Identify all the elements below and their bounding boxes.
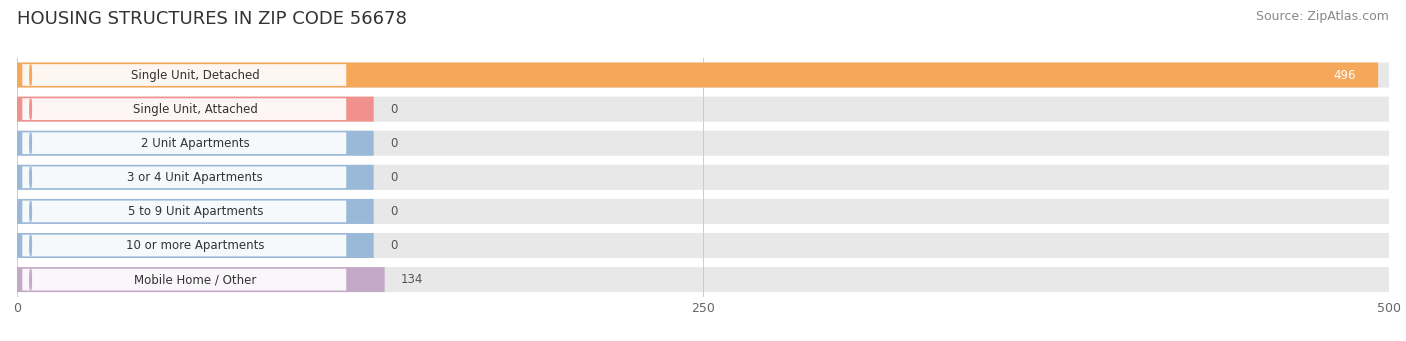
Circle shape: [30, 99, 31, 119]
Circle shape: [30, 167, 31, 188]
Text: 496: 496: [1334, 69, 1357, 81]
FancyBboxPatch shape: [22, 201, 346, 222]
Text: 10 or more Apartments: 10 or more Apartments: [127, 239, 264, 252]
FancyBboxPatch shape: [17, 62, 1389, 88]
FancyBboxPatch shape: [22, 235, 346, 256]
FancyBboxPatch shape: [17, 267, 385, 292]
Text: Single Unit, Attached: Single Unit, Attached: [132, 103, 257, 116]
Text: 0: 0: [389, 137, 398, 150]
Text: 0: 0: [389, 103, 398, 116]
FancyBboxPatch shape: [22, 98, 346, 120]
Text: 0: 0: [389, 239, 398, 252]
Text: 3 or 4 Unit Apartments: 3 or 4 Unit Apartments: [128, 171, 263, 184]
FancyBboxPatch shape: [17, 97, 374, 122]
FancyBboxPatch shape: [17, 199, 1389, 224]
FancyBboxPatch shape: [17, 131, 1389, 156]
Text: 5 to 9 Unit Apartments: 5 to 9 Unit Apartments: [128, 205, 263, 218]
FancyBboxPatch shape: [17, 165, 1389, 190]
Text: HOUSING STRUCTURES IN ZIP CODE 56678: HOUSING STRUCTURES IN ZIP CODE 56678: [17, 10, 406, 28]
Text: Source: ZipAtlas.com: Source: ZipAtlas.com: [1256, 10, 1389, 23]
Text: 0: 0: [389, 205, 398, 218]
FancyBboxPatch shape: [22, 64, 346, 86]
FancyBboxPatch shape: [17, 233, 374, 258]
FancyBboxPatch shape: [17, 97, 1389, 122]
Circle shape: [30, 133, 31, 153]
FancyBboxPatch shape: [22, 269, 346, 291]
FancyBboxPatch shape: [17, 131, 374, 156]
FancyBboxPatch shape: [17, 233, 1389, 258]
FancyBboxPatch shape: [17, 62, 1378, 88]
Circle shape: [30, 65, 31, 85]
Text: 0: 0: [389, 171, 398, 184]
Text: Mobile Home / Other: Mobile Home / Other: [134, 273, 256, 286]
FancyBboxPatch shape: [22, 166, 346, 188]
Circle shape: [30, 269, 31, 290]
FancyBboxPatch shape: [17, 267, 1389, 292]
Circle shape: [30, 201, 31, 222]
FancyBboxPatch shape: [17, 165, 374, 190]
Circle shape: [30, 235, 31, 256]
FancyBboxPatch shape: [17, 199, 374, 224]
FancyBboxPatch shape: [22, 132, 346, 154]
Text: Single Unit, Detached: Single Unit, Detached: [131, 69, 260, 81]
Text: 2 Unit Apartments: 2 Unit Apartments: [141, 137, 250, 150]
Text: 134: 134: [401, 273, 423, 286]
